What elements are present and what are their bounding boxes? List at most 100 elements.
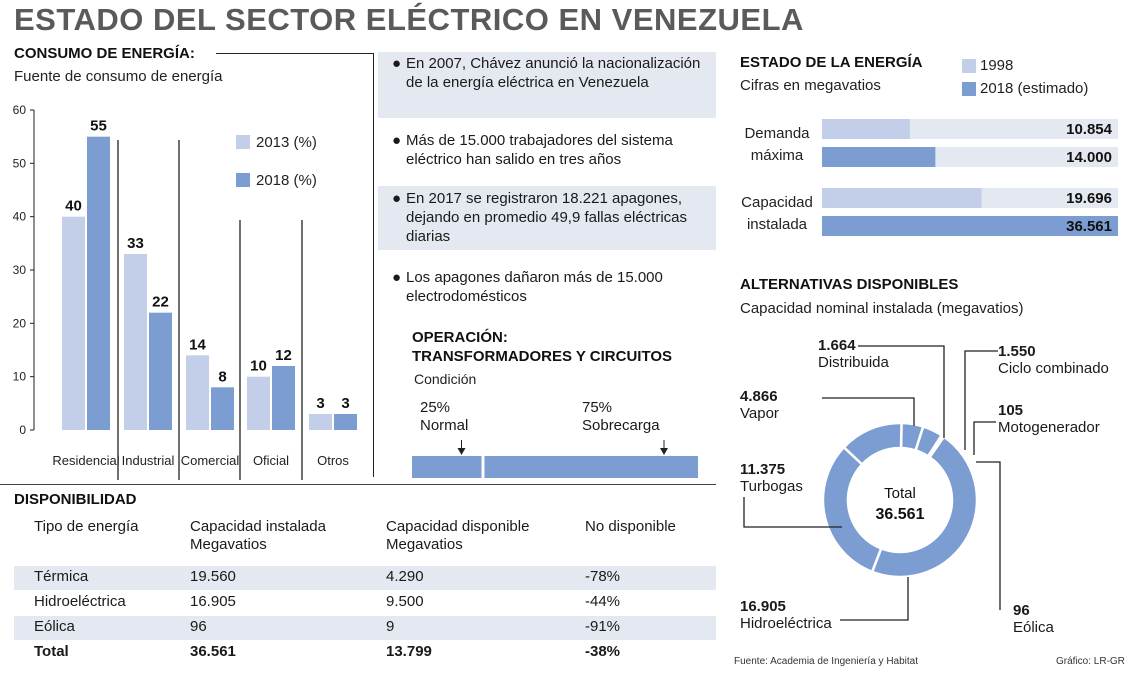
x-category-label: Comercial <box>181 453 240 468</box>
normal-label: 25% Normal <box>420 399 469 434</box>
table-header: Tipo de energía <box>34 518 139 535</box>
legend-swatch-1998 <box>962 59 976 73</box>
donut-total-label: Total <box>884 485 916 502</box>
table-cell: -44% <box>585 593 621 610</box>
x-category-label: Residencial <box>52 453 119 468</box>
table-row-shade <box>14 566 716 590</box>
bar-value-label: 14 <box>189 336 206 353</box>
bullet-dot: ● <box>392 55 402 72</box>
leader-ciclo-combinado <box>964 350 998 450</box>
sobrecarga-segment <box>484 456 698 478</box>
bullet-item: ● En 2017 se registraron 18.221 apagones… <box>392 190 688 245</box>
table-header: Capacidad disponible Megavatios <box>386 518 530 553</box>
bar <box>272 366 295 430</box>
page-title: ESTADO DEL SECTOR ELÉCTRICO EN VENEZUELA <box>14 2 804 37</box>
y-tick-label: 50 <box>13 156 27 170</box>
table-cell: 13.799 <box>386 643 432 660</box>
leader-eolica <box>976 461 1001 610</box>
estado-subtitle: Cifras en megavatios <box>740 77 881 94</box>
bar <box>822 119 910 139</box>
label-motogenerador: 105 Motogenerador <box>998 402 1100 436</box>
donut-slice <box>870 435 979 579</box>
bar <box>822 188 982 208</box>
bar <box>62 216 85 430</box>
table-cell: 4.290 <box>386 568 424 585</box>
label-turbogas: 11.375 Turbogas <box>740 461 803 495</box>
table-header: No disponible <box>585 518 676 535</box>
table-cell: -91% <box>585 618 621 635</box>
source-note: Fuente: Academia de Ingeniería y Habitat <box>734 656 919 667</box>
bullet-bg-3 <box>378 186 716 250</box>
bar-value-label: 33 <box>127 235 144 252</box>
consumo-subtitle: Fuente de consumo de energía <box>14 68 223 85</box>
table-cell: Eólica <box>34 618 75 635</box>
bar <box>309 414 332 430</box>
bar-value-label: 55 <box>90 118 107 135</box>
sobrecarga-pointer-arrow <box>660 448 668 455</box>
credit-note: Gráfico: LR-GR <box>1056 656 1125 667</box>
bullet-bg-1 <box>378 52 716 118</box>
operacion-heading: OPERACIÓN: TRANSFORMADORES Y CIRCUITOS <box>412 329 673 365</box>
y-tick-label: 0 <box>19 423 26 437</box>
bullet-item: ● Más de 15.000 trabajadores del sistema… <box>392 132 673 168</box>
bar <box>87 136 110 430</box>
capacidad-label: Capacidad instalada <box>741 194 813 233</box>
y-tick-label: 30 <box>13 263 27 277</box>
bullet-item: ● En 2007, Chávez anunció la nacionaliza… <box>392 55 701 91</box>
legend-2018: 2018 (estimado) <box>980 80 1089 97</box>
operacion-condicion: Condición <box>414 371 477 387</box>
legend-1998: 1998 <box>980 57 1014 74</box>
bar-value-label: 3 <box>341 395 349 412</box>
table-cell: 9 <box>386 618 395 635</box>
bar-value-label: 40 <box>65 198 82 215</box>
table-cell: Total <box>34 643 69 660</box>
consumo-bar-chart: 0 10 20 30 40 50 60 40 55 Residencial 33 22 Industri… <box>13 103 357 480</box>
normal-pointer-arrow <box>457 448 466 455</box>
bar-value-label: 22 <box>152 294 169 311</box>
y-tick-label: 20 <box>13 316 27 330</box>
alternativas-donut-chart: Total 36.561 <box>743 345 1001 621</box>
sobrecarga-label: 75% Sobrecarga <box>582 399 660 434</box>
label-ciclo-combinado: 1.550 Ciclo combinado <box>998 343 1109 377</box>
legend-swatch <box>236 135 250 149</box>
disponibilidad-heading: DISPONIBILIDAD <box>14 491 137 508</box>
x-category-label: Industrial <box>122 453 175 468</box>
legend-swatch <box>236 173 250 187</box>
leader-turbogas <box>743 497 842 528</box>
donut-slice <box>821 445 883 574</box>
bullet-dot: ● <box>392 269 402 286</box>
table-header: Capacidad instalada Megavatios <box>190 518 326 553</box>
leader-vapor <box>822 397 915 426</box>
operacion-bar <box>412 440 698 478</box>
estado-bar-chart: 10.854 14.000 19.696 36.561 <box>822 119 1118 236</box>
table-cell: Hidroeléctrica <box>34 593 126 610</box>
table-cell: 19.560 <box>190 568 236 585</box>
table-cell: 96 <box>190 618 207 635</box>
bar <box>124 254 147 430</box>
consumo-heading: CONSUMO DE ENERGÍA: <box>14 45 195 62</box>
y-tick-label: 40 <box>13 210 27 224</box>
bar-value-label: 19.696 <box>1066 190 1112 207</box>
bullet-dot: ● <box>392 190 402 207</box>
bar <box>822 216 1118 236</box>
bullet-dot: ● <box>392 132 402 149</box>
table-top-rule <box>0 484 716 485</box>
bar-value-label: 10.854 <box>1066 121 1113 138</box>
bar <box>211 387 234 430</box>
donut-slice <box>842 421 903 467</box>
table-cell: 9.500 <box>386 593 424 610</box>
alternativas-heading: ALTERNATIVAS DISPONIBLES <box>740 276 959 293</box>
alternativas-subtitle: Capacidad nominal instalada (megavatios) <box>740 300 1024 317</box>
heading-rule <box>216 53 374 54</box>
y-tick-label: 60 <box>13 103 27 117</box>
label-hidroelectrica: 16.905 Hidroeléctrica <box>740 598 832 632</box>
bar-value-label: 3 <box>316 395 324 412</box>
bar-value-label: 36.561 <box>1066 218 1112 235</box>
label-distribuida: 1.664 Distribuida <box>818 337 889 371</box>
bar-value-label: 8 <box>218 368 226 385</box>
bar <box>334 414 357 430</box>
bullet-item: ● Los apagones dañaron más de 15.000 ele… <box>392 269 663 305</box>
leader-distribuida <box>858 345 945 438</box>
table-cell: -38% <box>585 643 621 660</box>
table-cell: 16.905 <box>190 593 236 610</box>
